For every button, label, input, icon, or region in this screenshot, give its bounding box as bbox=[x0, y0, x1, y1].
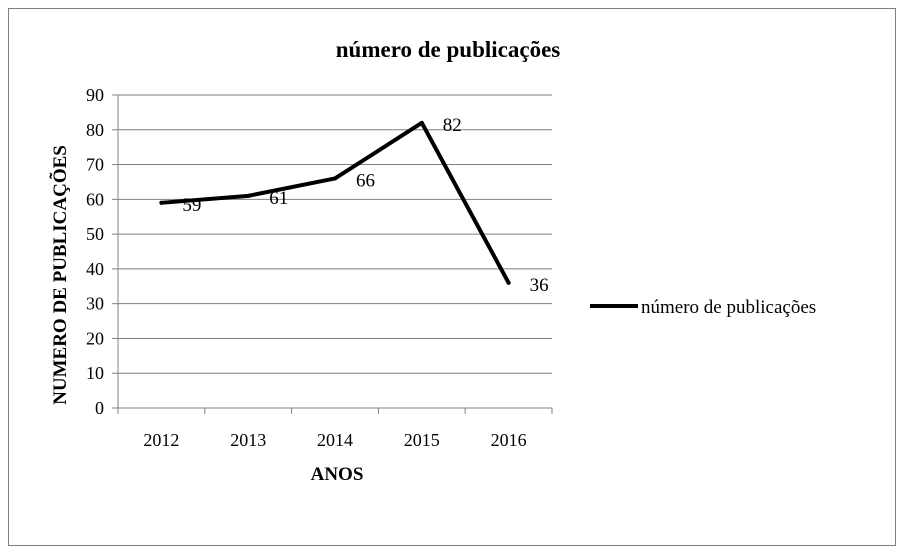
x-tick-label: 2014 bbox=[317, 430, 353, 450]
y-tick-label: 30 bbox=[86, 294, 104, 314]
data-label: 66 bbox=[356, 170, 375, 191]
legend-label: número de publicações bbox=[641, 297, 816, 318]
y-tick-label: 0 bbox=[95, 398, 104, 418]
y-tick-label: 40 bbox=[86, 259, 104, 279]
data-point bbox=[419, 120, 424, 125]
y-tick-label: 20 bbox=[86, 328, 104, 348]
data-point bbox=[159, 200, 164, 205]
data-point bbox=[333, 176, 337, 181]
y-tick-label: 70 bbox=[86, 155, 104, 175]
y-tick-label: 10 bbox=[86, 363, 104, 383]
series-line bbox=[159, 120, 511, 285]
x-tick-label: 2012 bbox=[143, 430, 179, 450]
y-tick-label: 90 bbox=[86, 85, 104, 105]
data-point bbox=[246, 193, 251, 198]
y-tick-label: 80 bbox=[86, 120, 104, 140]
data-label: 61 bbox=[269, 188, 288, 209]
data-label: 36 bbox=[530, 275, 549, 296]
legend: número de publicações bbox=[590, 297, 816, 318]
data-label: 59 bbox=[182, 195, 201, 216]
data-point bbox=[506, 280, 511, 285]
y-tick-label: 50 bbox=[86, 224, 104, 244]
x-tick-label: 2015 bbox=[404, 430, 440, 450]
x-tick-label: 2016 bbox=[491, 430, 527, 450]
chart-title: número de publicações bbox=[336, 37, 561, 62]
x-tick-label: 2013 bbox=[230, 430, 266, 450]
data-label: 82 bbox=[443, 115, 462, 136]
y-tick-label: 60 bbox=[86, 189, 104, 209]
x-axis-label: ANOS bbox=[311, 464, 364, 485]
chart-frame bbox=[8, 8, 896, 546]
y-axis-label: NUMERO DE PUBLICAÇÕES bbox=[49, 145, 71, 405]
